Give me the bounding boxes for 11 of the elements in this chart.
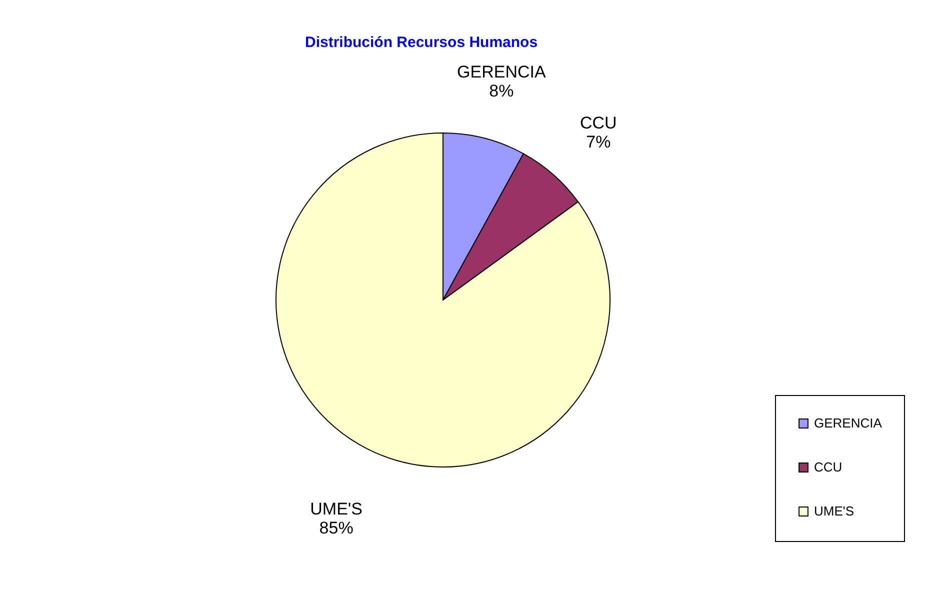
data-label: 8% [489, 81, 514, 100]
slice-label: GERENCIA [457, 62, 546, 82]
legend-label: CCU [814, 460, 842, 474]
data-label: 85% [319, 518, 354, 538]
data-label: 7% [586, 132, 611, 152]
slice-label: UME'S [310, 499, 362, 518]
chart-title: Distribución Recursos Humanos [305, 34, 538, 51]
legend-label: GERENCIA [814, 416, 882, 430]
legend-label: UME'S [814, 504, 854, 518]
pie-slice [276, 132, 610, 468]
slice-label: CCU [580, 114, 617, 133]
